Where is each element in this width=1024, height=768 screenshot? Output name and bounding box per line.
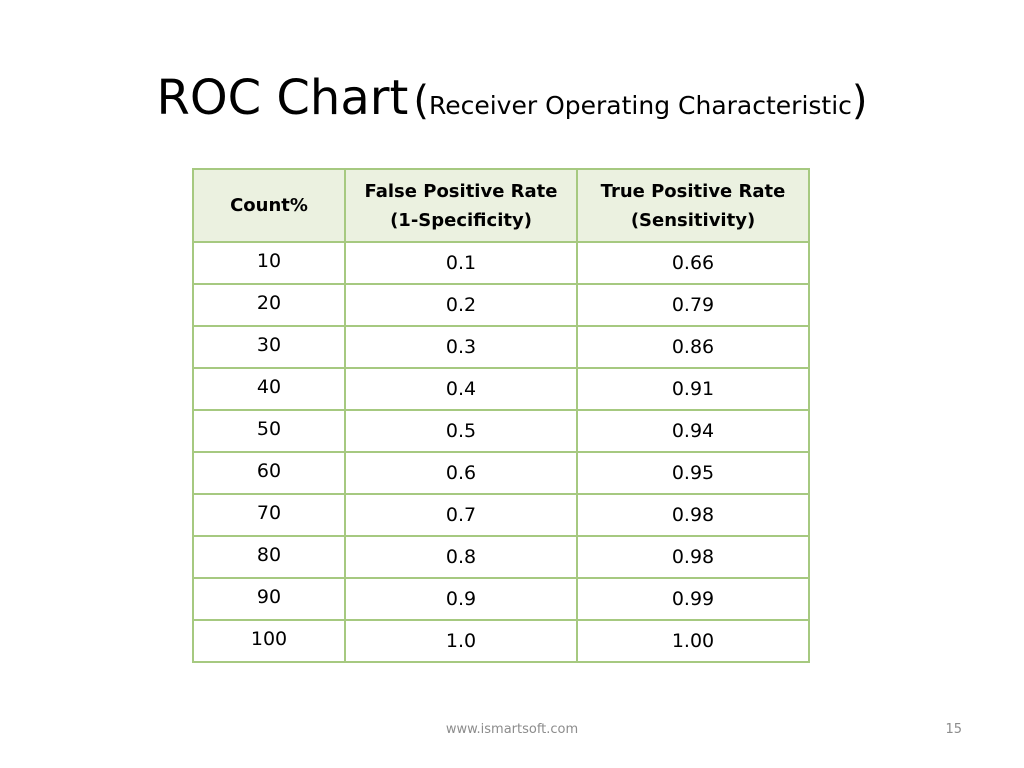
- cell-false-positive-rate: 0.2: [344, 283, 578, 327]
- header-tpr-line1: True Positive Rate: [600, 180, 786, 202]
- table-row: 10 0.1 0.66: [192, 241, 810, 285]
- cell-true-positive-rate: 0.86: [576, 325, 810, 369]
- cell-count: 100: [192, 619, 346, 663]
- title-text: ROC Chart: [156, 70, 409, 126]
- table-row: 90 0.9 0.99: [192, 577, 810, 621]
- cell-false-positive-rate: 0.3: [344, 325, 578, 369]
- header-false-positive-rate: False Positive Rate (1-Specificity): [344, 168, 578, 243]
- cell-false-positive-rate: 0.5: [344, 409, 578, 453]
- table-body: 10 0.1 0.66 20 0.2 0.79 30 0.3 0.86 40 0…: [192, 241, 810, 663]
- cell-false-positive-rate: 0.9: [344, 577, 578, 621]
- header-row: Count% False Positive Rate (1-Specificit…: [192, 168, 810, 243]
- table-row: 40 0.4 0.91: [192, 367, 810, 411]
- cell-count: 80: [192, 535, 346, 579]
- cell-true-positive-rate: 0.99: [576, 577, 810, 621]
- table-row: 30 0.3 0.86: [192, 325, 810, 369]
- title-subtitle: Receiver Operating Characteristic: [428, 91, 852, 120]
- cell-count: 30: [192, 325, 346, 369]
- header-fpr-line1: False Positive Rate: [364, 180, 558, 202]
- cell-count: 20: [192, 283, 346, 327]
- cell-true-positive-rate: 0.98: [576, 493, 810, 537]
- roc-data-table: Count% False Positive Rate (1-Specificit…: [192, 168, 810, 663]
- cell-false-positive-rate: 0.8: [344, 535, 578, 579]
- table-row: 50 0.5 0.94: [192, 409, 810, 453]
- table-row: 60 0.6 0.95: [192, 451, 810, 495]
- header-true-positive-rate: True Positive Rate (Sensitivity): [576, 168, 810, 243]
- cell-false-positive-rate: 0.4: [344, 367, 578, 411]
- cell-count: 50: [192, 409, 346, 453]
- cell-count: 70: [192, 493, 346, 537]
- table-row: 100 1.0 1.00: [192, 619, 810, 663]
- table-row: 70 0.7 0.98: [192, 493, 810, 537]
- header-count-label: Count%: [230, 195, 308, 216]
- cell-true-positive-rate: 0.98: [576, 535, 810, 579]
- cell-true-positive-rate: 0.79: [576, 283, 810, 327]
- title-paren-open: (: [413, 78, 429, 124]
- cell-false-positive-rate: 0.1: [344, 241, 578, 285]
- cell-true-positive-rate: 0.91: [576, 367, 810, 411]
- cell-false-positive-rate: 0.7: [344, 493, 578, 537]
- slide-title: ROC Chart (Receiver Operating Characteri…: [0, 66, 1024, 141]
- header-count: Count%: [192, 168, 346, 243]
- cell-count: 40: [192, 367, 346, 411]
- page-number: 15: [945, 722, 962, 737]
- header-fpr-line2: (1-Specificity): [390, 209, 532, 231]
- cell-count: 90: [192, 577, 346, 621]
- title-paren-close: ): [851, 78, 868, 124]
- cell-true-positive-rate: 0.95: [576, 451, 810, 495]
- cell-true-positive-rate: 0.94: [576, 409, 810, 453]
- footer-url: www.ismartsoft.com: [445, 722, 579, 737]
- cell-count: 60: [192, 451, 346, 495]
- cell-false-positive-rate: 0.6: [344, 451, 578, 495]
- header-tpr-line2: (Sensitivity): [630, 209, 756, 231]
- table-row: 20 0.2 0.79: [192, 283, 810, 327]
- cell-true-positive-rate: 1.00: [576, 619, 810, 663]
- cell-true-positive-rate: 0.66: [576, 241, 810, 285]
- cell-count: 10: [192, 241, 346, 285]
- table-row: 80 0.8 0.98: [192, 535, 810, 579]
- table-header: Count% False Positive Rate (1-Specificit…: [192, 168, 810, 243]
- cell-false-positive-rate: 1.0: [344, 619, 578, 663]
